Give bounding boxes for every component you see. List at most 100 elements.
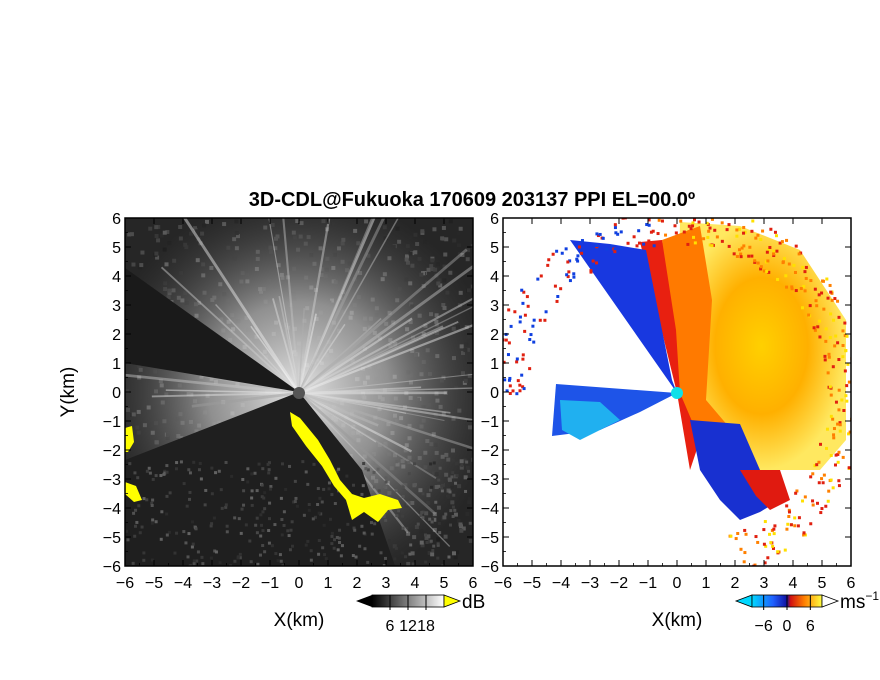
noise-cell — [444, 497, 448, 501]
noise-cell — [304, 543, 308, 547]
velocity-speckle-cell — [656, 232, 660, 236]
velocity-speckle-cell — [861, 403, 864, 406]
velocity-speckle-cell — [834, 400, 838, 404]
y-tick-label: 6 — [112, 211, 121, 228]
noise-cell — [260, 523, 264, 527]
velocity-speckle-cell — [566, 260, 570, 264]
x-tick-label: −6 — [116, 575, 134, 592]
noise-cell — [448, 219, 453, 224]
velocity-speckle-cell — [841, 344, 845, 348]
velocity-speckle-cell — [647, 223, 651, 227]
noise-cell — [263, 491, 267, 495]
velocity-speckle-cell — [507, 378, 511, 382]
velocity-speckle-cell — [720, 221, 724, 225]
velocity-speckle-cell — [572, 272, 576, 276]
velocity-speckle-cell — [817, 293, 821, 297]
velocity-speckle-cell — [532, 318, 536, 322]
velocity-speckle-cell — [854, 455, 857, 458]
velocity-speckle-cell — [735, 234, 739, 238]
velocity-speckle-cell — [837, 450, 841, 454]
noise-cell — [162, 230, 167, 235]
noise-cell — [447, 555, 451, 559]
velocity-speckle-cell — [691, 224, 695, 228]
noise-cell — [413, 462, 417, 466]
x-tick-label: −2 — [610, 575, 628, 592]
noise-cell — [239, 531, 243, 535]
velocity-speckle-cell — [848, 430, 851, 434]
velocity-speckle-cell — [824, 339, 828, 343]
velocity-speckle-cell — [857, 366, 860, 369]
velocity-speckle-cell — [503, 378, 507, 382]
velocity-speckle-cell — [689, 227, 693, 231]
noise-cell — [382, 485, 386, 489]
noise-cell — [394, 546, 398, 550]
velocity-speckle-cell — [773, 524, 777, 528]
noise-cell — [259, 513, 263, 517]
noise-cell — [218, 561, 222, 565]
noise-cell — [194, 527, 198, 531]
reflectivity-streak — [298, 392, 377, 443]
noise-cell — [383, 556, 387, 560]
noise-cell — [440, 486, 444, 490]
noise-cell — [440, 236, 445, 241]
noise-cell — [377, 489, 381, 493]
noise-cell — [293, 479, 297, 483]
noise-cell — [352, 483, 356, 487]
velocity-speckle-cell — [508, 391, 512, 395]
x-tick-label: −3 — [203, 575, 221, 592]
noise-cell — [154, 520, 158, 524]
velocity-speckle-cell — [794, 491, 798, 495]
velocity-speckle-cell — [785, 504, 789, 508]
y-tick-label: −2 — [103, 443, 121, 460]
noise-cell — [282, 510, 286, 514]
reflectivity-streak — [298, 392, 407, 414]
noise-cell — [428, 517, 432, 521]
velocity-speckle-cell — [637, 241, 641, 245]
velocity-speckle-cell — [827, 352, 831, 356]
noise-cell — [401, 526, 405, 530]
noise-cell — [159, 537, 163, 541]
y-tick-label: −3 — [481, 472, 499, 489]
noise-cell — [148, 471, 152, 475]
x-tick-label: −3 — [581, 575, 599, 592]
velocity-speckle-cell — [732, 252, 736, 256]
velocity-speckle-cell — [787, 514, 791, 518]
velocity-speckle-cell — [789, 523, 793, 527]
velocity-red-south — [740, 470, 790, 510]
noise-cell — [384, 476, 388, 480]
noise-cell — [304, 470, 308, 474]
noise-cell — [372, 485, 376, 489]
velocity-speckle-cell — [832, 318, 836, 322]
noise-cell — [279, 496, 283, 500]
noise-cell — [174, 467, 178, 471]
velocity-speckle-cell — [580, 239, 584, 243]
y-tick-label: 0 — [112, 385, 121, 402]
velocity-speckle-cell — [761, 229, 765, 233]
y-tick-label: −2 — [481, 443, 499, 460]
velocity-speckle-cell — [702, 237, 706, 241]
noise-cell — [290, 520, 294, 524]
velocity-speckle-cell — [566, 275, 570, 279]
velocity-speckle-cell — [823, 358, 827, 362]
velocity-speckle-cell — [844, 349, 848, 353]
noise-cell — [290, 544, 294, 548]
noise-cell — [242, 489, 246, 493]
noise-cell — [250, 472, 254, 476]
noise-cell — [269, 487, 273, 491]
velocity-speckle-cell — [523, 313, 527, 317]
noise-cell — [263, 550, 267, 554]
velocity-speckle-cell — [693, 241, 697, 245]
reflectivity-colorbar-unit: dB — [462, 592, 485, 613]
noise-cell — [214, 471, 218, 475]
noise-cell — [413, 482, 417, 486]
y-tick-label: 3 — [490, 298, 499, 315]
noise-cell — [150, 501, 154, 505]
noise-cell — [165, 470, 169, 474]
noise-cell — [459, 528, 464, 533]
noise-cell — [358, 544, 362, 548]
noise-cell — [233, 559, 237, 563]
velocity-speckle-cell — [815, 304, 819, 308]
noise-cell — [328, 517, 332, 521]
noise-cell — [148, 226, 153, 231]
noise-cell — [140, 525, 144, 529]
